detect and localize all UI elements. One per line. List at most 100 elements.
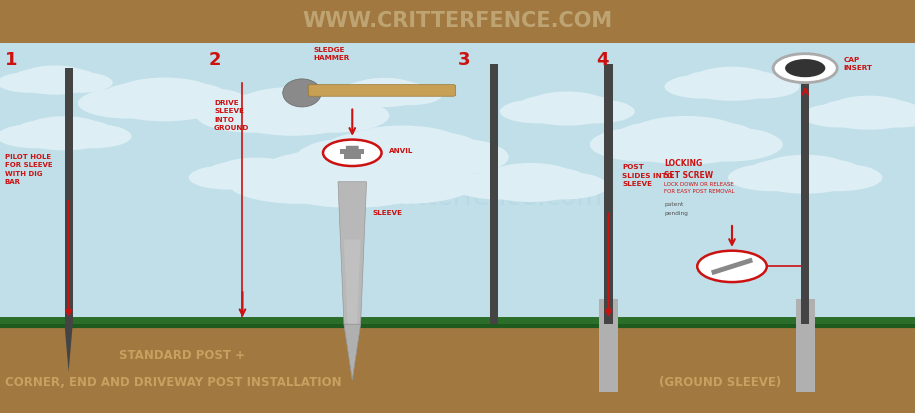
Text: patent: patent xyxy=(664,202,684,207)
FancyBboxPatch shape xyxy=(599,299,618,392)
Ellipse shape xyxy=(722,75,800,99)
Ellipse shape xyxy=(831,96,908,119)
Ellipse shape xyxy=(278,99,390,133)
Text: 3: 3 xyxy=(458,51,470,69)
Ellipse shape xyxy=(16,71,94,95)
Ellipse shape xyxy=(859,104,915,128)
Ellipse shape xyxy=(264,166,319,183)
Text: LOCKING
SET SCREW: LOCKING SET SCREW xyxy=(664,159,714,180)
Ellipse shape xyxy=(235,161,306,183)
Ellipse shape xyxy=(761,155,849,182)
Ellipse shape xyxy=(197,99,307,133)
Polygon shape xyxy=(64,324,73,372)
Text: POST
SLIDES INTO
SLEEVE: POST SLIDES INTO SLEEVE xyxy=(622,164,673,187)
Text: SLEDGE
HAMMER: SLEDGE HAMMER xyxy=(314,47,350,61)
FancyBboxPatch shape xyxy=(605,64,613,324)
Ellipse shape xyxy=(696,128,777,153)
Text: 2: 2 xyxy=(209,51,221,69)
Ellipse shape xyxy=(753,161,857,194)
Ellipse shape xyxy=(500,100,577,123)
Ellipse shape xyxy=(227,95,359,136)
Text: pending: pending xyxy=(664,211,688,216)
Ellipse shape xyxy=(669,75,725,93)
Ellipse shape xyxy=(728,164,816,191)
Ellipse shape xyxy=(26,116,102,140)
Ellipse shape xyxy=(267,156,437,208)
Ellipse shape xyxy=(370,131,480,165)
Circle shape xyxy=(323,140,382,166)
Ellipse shape xyxy=(487,163,575,190)
Text: STANDARD POST +: STANDARD POST + xyxy=(119,349,245,362)
Text: DRIVE
SLEEVE
INTO
GROUND: DRIVE SLEEVE INTO GROUND xyxy=(214,100,250,131)
Ellipse shape xyxy=(376,85,442,105)
Ellipse shape xyxy=(664,75,742,99)
Ellipse shape xyxy=(686,73,778,101)
Ellipse shape xyxy=(387,138,509,176)
Text: www.critterfence.com: www.critterfence.com xyxy=(312,185,603,211)
Ellipse shape xyxy=(848,99,915,121)
FancyBboxPatch shape xyxy=(0,43,915,324)
Ellipse shape xyxy=(18,122,110,150)
Ellipse shape xyxy=(54,124,132,148)
Ellipse shape xyxy=(296,138,418,176)
Ellipse shape xyxy=(748,159,829,183)
Ellipse shape xyxy=(673,128,783,161)
Ellipse shape xyxy=(474,167,554,192)
Polygon shape xyxy=(338,182,367,324)
Ellipse shape xyxy=(529,92,606,115)
Ellipse shape xyxy=(303,139,392,166)
Ellipse shape xyxy=(102,82,192,110)
Ellipse shape xyxy=(414,139,502,166)
Ellipse shape xyxy=(656,121,757,152)
Ellipse shape xyxy=(366,81,426,99)
Ellipse shape xyxy=(313,151,444,191)
Ellipse shape xyxy=(546,95,617,116)
Text: (GROUND SLEEVE): (GROUND SLEEVE) xyxy=(659,375,781,389)
Ellipse shape xyxy=(246,166,324,190)
Ellipse shape xyxy=(210,164,302,192)
Ellipse shape xyxy=(47,72,113,93)
Ellipse shape xyxy=(330,85,378,100)
FancyBboxPatch shape xyxy=(344,150,361,159)
Ellipse shape xyxy=(61,73,109,88)
Ellipse shape xyxy=(575,100,630,117)
Ellipse shape xyxy=(330,135,475,179)
Ellipse shape xyxy=(1,73,48,88)
Ellipse shape xyxy=(616,121,716,152)
Ellipse shape xyxy=(711,70,781,92)
FancyBboxPatch shape xyxy=(796,299,814,392)
Ellipse shape xyxy=(218,158,295,181)
Ellipse shape xyxy=(303,99,383,124)
Ellipse shape xyxy=(454,172,542,199)
Ellipse shape xyxy=(824,102,915,130)
Text: PILOT HOLE
FOR SLEEVE
WITH DIG
BAR: PILOT HOLE FOR SLEEVE WITH DIG BAR xyxy=(5,154,52,185)
Ellipse shape xyxy=(813,164,877,184)
Text: 1: 1 xyxy=(5,51,17,69)
FancyBboxPatch shape xyxy=(340,149,364,154)
Text: CAP
INSERT: CAP INSERT xyxy=(844,57,873,71)
Polygon shape xyxy=(344,324,361,380)
Ellipse shape xyxy=(174,88,246,111)
Ellipse shape xyxy=(1,125,57,142)
Ellipse shape xyxy=(683,70,753,92)
Ellipse shape xyxy=(820,99,890,121)
Ellipse shape xyxy=(620,124,752,165)
Ellipse shape xyxy=(739,75,795,93)
Ellipse shape xyxy=(207,161,277,183)
Circle shape xyxy=(773,54,837,83)
Ellipse shape xyxy=(222,92,323,123)
FancyBboxPatch shape xyxy=(0,0,915,43)
Ellipse shape xyxy=(504,100,560,117)
FancyBboxPatch shape xyxy=(490,64,499,324)
Ellipse shape xyxy=(115,78,214,108)
Ellipse shape xyxy=(342,81,403,99)
Ellipse shape xyxy=(106,85,223,121)
Ellipse shape xyxy=(781,159,862,183)
FancyBboxPatch shape xyxy=(64,68,72,324)
Ellipse shape xyxy=(694,67,770,90)
Ellipse shape xyxy=(341,126,464,163)
Ellipse shape xyxy=(202,99,283,124)
Ellipse shape xyxy=(539,173,603,192)
Ellipse shape xyxy=(15,120,85,141)
Text: 4: 4 xyxy=(597,51,609,69)
